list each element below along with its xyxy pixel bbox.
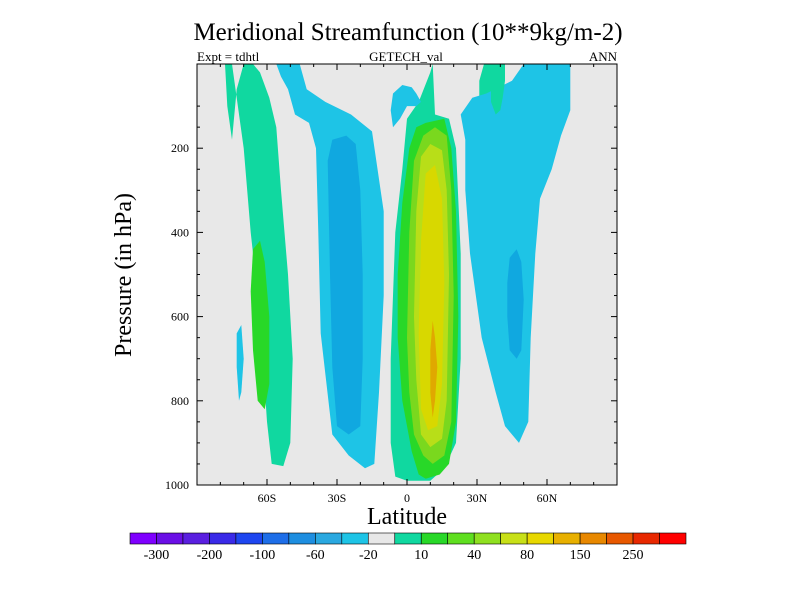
contour-region-10 <box>327 135 363 435</box>
colorbar-label: -20 <box>359 548 378 563</box>
chart-title: Meridional Streamfunction (10**9kg/m-2) <box>193 19 622 46</box>
colorbar-box <box>288 532 316 545</box>
contour-region-14 <box>236 325 244 401</box>
x-tick-label: 60N <box>537 491 558 505</box>
colorbar-box <box>500 532 528 545</box>
colorbar-box <box>606 532 634 545</box>
colorbar-box <box>447 532 475 545</box>
y-tick-label: 1000 <box>165 478 189 492</box>
colorbar-label: -200 <box>197 548 223 563</box>
colorbar-label: 40 <box>467 548 481 563</box>
colorbar-box <box>367 532 396 545</box>
colorbar-box <box>394 532 422 545</box>
x-tick-label: 60S <box>258 491 277 505</box>
contour-region-6 <box>418 165 445 431</box>
colorbar-label: -300 <box>144 548 170 563</box>
colorbar-box <box>420 532 449 545</box>
colorbar-box <box>526 532 554 545</box>
center-subtitle: GETECH_val <box>369 49 443 64</box>
colorbar-label: -60 <box>306 548 325 563</box>
colorbar-label: 80 <box>520 548 534 563</box>
plot-area: 60S 30S 0 30N 60N 200 400 600 800 1000 <box>165 63 618 505</box>
axis-ticks: 60S 30S 0 30N 60N 200 400 600 800 1000 <box>165 64 617 505</box>
colorbar-label: -100 <box>250 548 276 563</box>
colorbar: -300 -200 -100 -60 -20 10 40 80 150 250 <box>129 532 687 563</box>
colorbar-label: 10 <box>414 548 428 563</box>
colorbar-box <box>341 532 369 545</box>
colorbar-label: 250 <box>623 548 644 563</box>
contour-region-15 <box>491 64 505 115</box>
colorbar-box <box>129 532 157 545</box>
left-subtitle: Expt = tdhtl <box>197 49 260 64</box>
colorbar-box <box>579 532 607 545</box>
y-tick-label: 200 <box>171 141 189 155</box>
colorbar-box <box>473 532 501 545</box>
colorbar-box <box>235 532 263 545</box>
contour-region-7 <box>430 320 438 418</box>
y-tick-label: 800 <box>171 394 189 408</box>
x-tick-label: 30N <box>467 491 488 505</box>
contour-region-11 <box>390 85 421 128</box>
right-subtitle: ANN <box>589 49 618 64</box>
colorbar-box <box>156 532 184 545</box>
colorbar-box <box>209 532 237 545</box>
x-tick-label: 30S <box>328 491 347 505</box>
colorbar-box <box>182 532 210 545</box>
colorbar-box <box>632 532 660 545</box>
colorbar-box <box>659 532 687 545</box>
y-tick-label: 600 <box>171 310 189 324</box>
y-axis-label: Pressure (in hPa) <box>111 193 137 357</box>
colorbar-box <box>315 532 343 545</box>
x-axis-label: Latitude <box>367 504 447 530</box>
x-tick-label: 0 <box>404 491 410 505</box>
contour-region-1 <box>250 240 270 410</box>
colorbar-label: 150 <box>570 548 591 563</box>
colorbar-box <box>262 532 290 545</box>
colorbar-box <box>553 532 581 545</box>
contour-region-13 <box>507 249 524 359</box>
y-tick-label: 400 <box>171 225 189 239</box>
contour-layer <box>225 64 571 481</box>
